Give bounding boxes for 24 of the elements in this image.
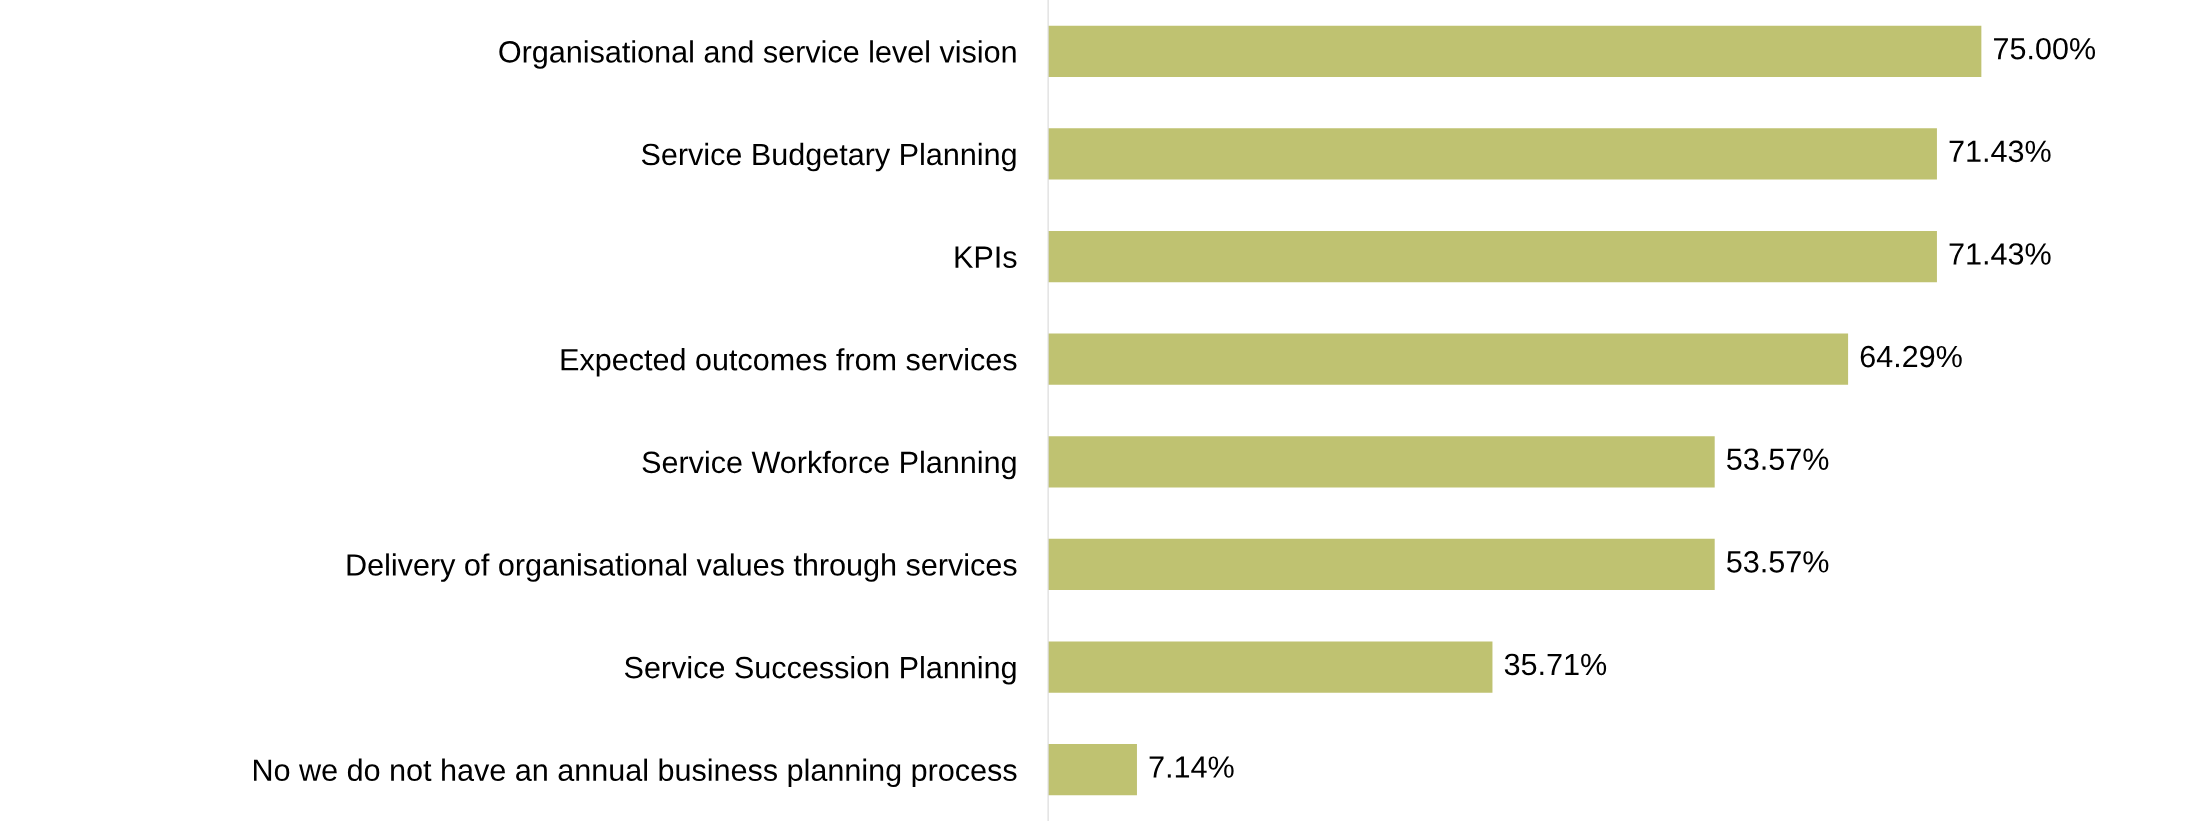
bar — [1048, 25, 1982, 77]
y-tick-label: KPIs — [955, 246, 1017, 268]
y-tick-label: Service Budgetary Planning — [641, 142, 1016, 172]
data-label: 53.57% — [1727, 551, 1829, 573]
data-label: 75.00% — [1994, 37, 2096, 60]
bar — [1048, 538, 1715, 591]
y-tick-label: No we do not have an annual business planning process — [254, 758, 1017, 788]
bar — [1048, 436, 1715, 488]
data-label: 7.14% — [1149, 756, 1234, 778]
data-label: 71.43% — [1949, 243, 2051, 265]
bar — [1048, 641, 1493, 693]
bar — [1048, 744, 1137, 796]
data-label: 53.57% — [1727, 448, 1829, 471]
y-tick-label: Expected outcomes from services — [561, 348, 1017, 377]
y-tick-label: Service Workforce Planning — [642, 450, 1016, 480]
data-label: 64.29% — [1860, 345, 1962, 368]
data-label: 35.71% — [1504, 653, 1607, 676]
bar — [1048, 333, 1849, 385]
bar — [1048, 230, 1937, 283]
bar — [1048, 128, 1937, 180]
y-tick-label: Organisational and service level vision — [499, 40, 1016, 69]
y-tick-label: Service Succession Planning — [624, 655, 1016, 685]
data-label: 71.43% — [1949, 140, 2051, 163]
y-tick-label: Delivery of organisational values through services — [347, 553, 1017, 582]
